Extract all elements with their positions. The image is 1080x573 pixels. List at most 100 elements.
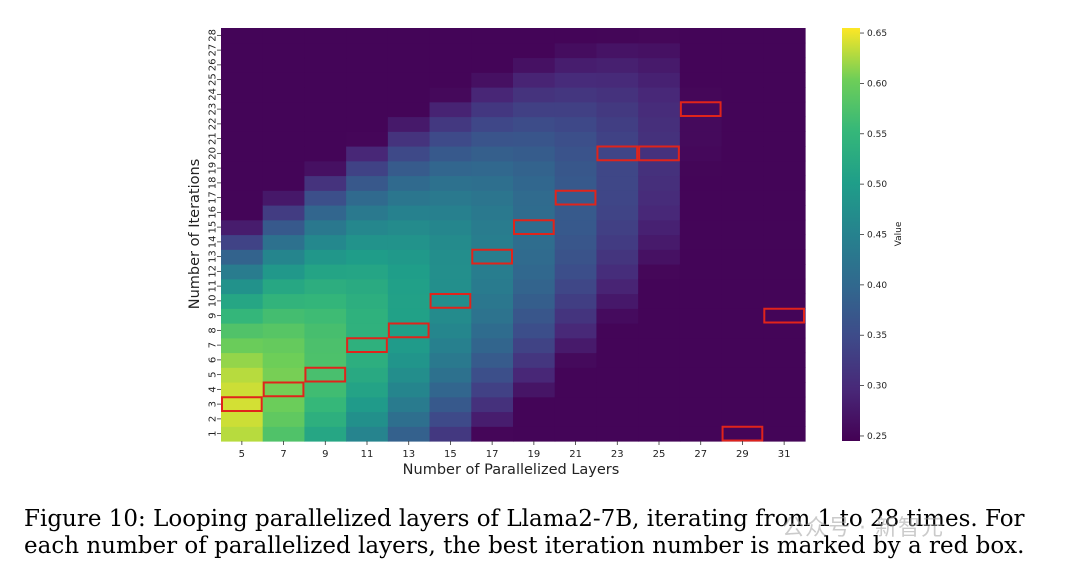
colorbar-tick-label: 0.60 — [867, 79, 887, 89]
heatmap-cell — [513, 337, 556, 354]
heatmap-cell — [387, 308, 431, 324]
heatmap-cell — [596, 278, 639, 295]
heatmap-cell — [596, 234, 639, 250]
heatmap-cell — [429, 293, 472, 309]
heatmap-cell — [221, 28, 264, 44]
heatmap-cell — [679, 293, 723, 309]
heatmap-cell — [387, 396, 431, 413]
heatmap-cell — [763, 411, 806, 427]
heatmap-cell — [721, 264, 764, 280]
heatmap-cell — [346, 249, 389, 265]
heatmap-cell — [554, 28, 598, 44]
heatmap-cell — [262, 367, 306, 383]
heatmap-cell — [262, 72, 306, 88]
heatmap-cell — [221, 323, 264, 339]
heatmap-cell — [763, 396, 806, 413]
y-tick-label: 3 — [208, 401, 219, 407]
heatmap-cell — [262, 57, 306, 73]
heatmap-figure: 5 7 9 11 13 15 17 19 21 23 25 27 29 31 12345678910111… — [187, 28, 904, 478]
heatmap-cell — [721, 278, 764, 295]
heatmap-cell — [221, 42, 264, 59]
heatmap-cell — [513, 382, 556, 398]
heatmap-cell — [429, 308, 472, 324]
y-axis-ticks: 1234567891011121314151617181920212223242… — [208, 29, 221, 437]
heatmap-cell — [763, 337, 806, 354]
heatmap-cell — [638, 382, 681, 398]
heatmap-cell — [679, 146, 723, 162]
heatmap-cell — [513, 323, 556, 339]
heatmap-cell — [471, 205, 514, 221]
heatmap-cell — [262, 87, 306, 103]
heatmap-cell — [346, 293, 389, 309]
heatmap-cell — [679, 426, 723, 442]
heatmap-cell — [429, 87, 472, 103]
heatmap-cell — [346, 426, 389, 442]
colorbar-tick-label: 0.35 — [867, 331, 887, 341]
heatmap-cell — [554, 323, 598, 339]
heatmap-cell — [679, 323, 723, 339]
y-axis-title: Number of Iterations — [187, 159, 203, 310]
heatmap-cell — [429, 57, 472, 73]
heatmap-cell — [554, 116, 598, 132]
heatmap-cell — [638, 205, 681, 221]
y-tick-label: 5 — [208, 371, 219, 377]
heatmap-cell — [513, 87, 556, 103]
heatmap-cell — [721, 323, 764, 339]
heatmap-cell — [221, 234, 264, 250]
heatmap-cell — [638, 293, 681, 309]
heatmap-cell — [721, 411, 764, 427]
heatmap-cell — [596, 175, 639, 191]
heatmap-cell — [387, 28, 431, 44]
y-tick-label: 13 — [208, 250, 219, 263]
heatmap-cell — [221, 190, 264, 206]
heatmap-cell — [346, 205, 389, 221]
heatmap-cell — [262, 264, 306, 280]
heatmap-cell — [513, 367, 556, 383]
heatmap-cell — [429, 337, 472, 354]
heatmap-cell — [304, 249, 347, 265]
heatmap-cell — [554, 160, 598, 177]
heatmap-cell — [638, 323, 681, 339]
heatmap-cell — [221, 101, 264, 118]
heatmap-cell — [262, 323, 306, 339]
heatmap-cell — [221, 72, 264, 88]
colorbar-tick-label: 0.65 — [867, 29, 887, 39]
figure-caption: Figure 10: Looping parallelized layers o… — [24, 506, 1025, 559]
heatmap-cell — [471, 219, 514, 236]
heatmap-cell — [721, 57, 764, 73]
colorbar-tick-label: 0.30 — [867, 382, 887, 392]
heatmap-cell — [471, 146, 514, 162]
heatmap-cell — [763, 249, 806, 265]
heatmap-cell — [221, 146, 264, 162]
heatmap-cell — [262, 175, 306, 191]
heatmap-cell — [304, 426, 347, 442]
heatmap-cell — [638, 234, 681, 250]
heatmap-cell — [429, 72, 472, 88]
heatmap-cell — [763, 293, 806, 309]
heatmap-cell — [596, 264, 639, 280]
x-tick-label: 25 — [653, 449, 666, 460]
heatmap-cell — [471, 131, 514, 147]
y-tick-label: 2 — [208, 416, 219, 422]
colorbar-label: Value — [894, 221, 904, 246]
heatmap-cell — [387, 146, 431, 162]
heatmap-cell — [262, 219, 306, 236]
heatmap-cell — [679, 219, 723, 236]
y-tick-label: 23 — [208, 103, 219, 116]
heatmap-cell — [763, 116, 806, 132]
heatmap-cell — [513, 146, 556, 162]
heatmap-cell — [638, 131, 681, 147]
heatmap-cell — [304, 160, 347, 177]
heatmap-cell — [554, 382, 598, 398]
heatmap-cell — [262, 293, 306, 309]
heatmap-cell — [304, 411, 347, 427]
heatmap-cell — [596, 396, 639, 413]
heatmap-cell — [513, 42, 556, 59]
colorbar-tick-label: 0.40 — [867, 281, 887, 291]
heatmap-cell — [596, 28, 639, 44]
heatmap-cell — [596, 308, 639, 324]
best-iteration-box — [262, 381, 305, 398]
heatmap-cell — [221, 131, 264, 147]
best-iteration-box — [721, 425, 764, 442]
heatmap-cell — [763, 28, 806, 44]
